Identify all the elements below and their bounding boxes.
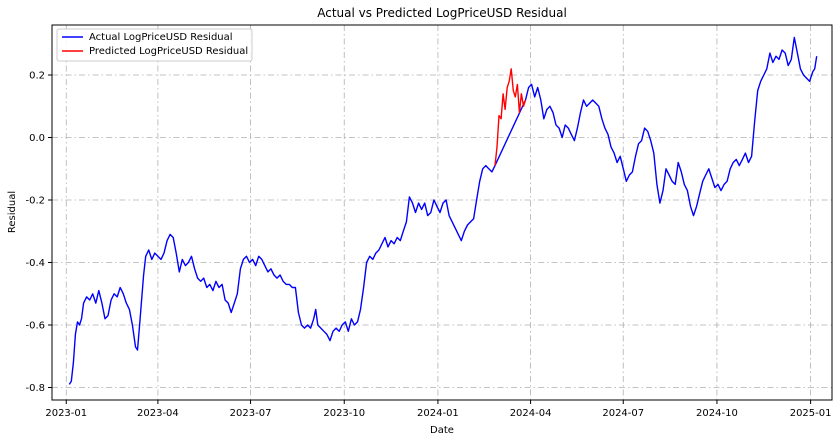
- y-tick-label: -0.2: [25, 196, 45, 207]
- legend: Actual LogPriceUSD Residual Predicted Lo…: [56, 28, 253, 62]
- x-tick-label: 2024-01: [417, 408, 459, 419]
- series-line-predicted: [494, 68, 527, 166]
- y-tick-label: 0.2: [29, 71, 45, 82]
- y-axis-label: Residual: [7, 191, 18, 233]
- x-tick-label: 2025-01: [790, 408, 832, 419]
- x-tick-label: 2024-07: [602, 408, 644, 419]
- x-tick-label: 2023-10: [323, 408, 365, 419]
- x-axis-label: Date: [430, 425, 454, 436]
- plot-lines: [68, 36, 818, 385]
- y-tick-label: -0.4: [25, 258, 45, 269]
- x-tick-label: 2023-01: [45, 408, 87, 419]
- grid: [52, 25, 832, 400]
- x-tick-label: 2024-10: [696, 408, 738, 419]
- x-tick-label: 2023-07: [230, 408, 272, 419]
- y-tick-label: -0.6: [25, 321, 45, 332]
- y-tick-label: -0.8: [25, 383, 45, 394]
- legend-label-predicted: Predicted LogPriceUSD Residual: [89, 46, 248, 57]
- series-line-actual: [68, 36, 818, 385]
- legend-box: [56, 28, 253, 62]
- axis-ticks: 2023-01 2023-04 2023-07 2023-10 2024-01 2024-…: [25, 71, 831, 420]
- chart-title: Actual vs Predicted LogPriceUSD Residual: [317, 6, 567, 20]
- x-tick-label: 2024-04: [510, 408, 552, 419]
- x-tick-label: 2023-04: [137, 408, 179, 419]
- legend-label-actual: Actual LogPriceUSD Residual: [89, 32, 233, 43]
- y-tick-label: 0.0: [29, 133, 45, 144]
- plot-area: [51, 24, 833, 401]
